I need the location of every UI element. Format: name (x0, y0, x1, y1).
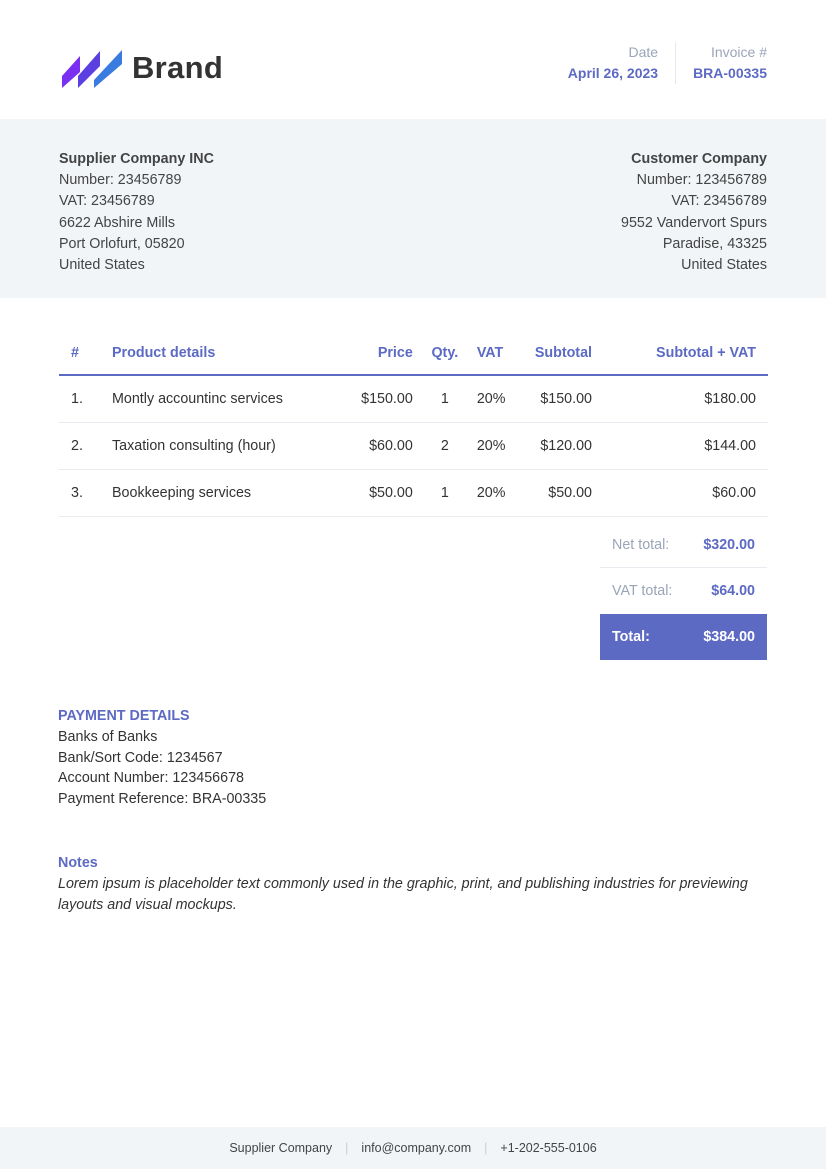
table-cell: Taxation consulting (hour) (100, 422, 330, 470)
parties-section: Supplier Company INC Number: 23456789 VA… (0, 119, 826, 298)
table-row: 2. Taxation consulting (hour) $60.00 2 20% $1… (59, 422, 768, 470)
vat-total-value: $64.00 (711, 583, 755, 599)
account-number: Account Number: 123456678 (58, 770, 244, 787)
supplier-info: Supplier Company INC Number: 23456789 VA… (59, 149, 214, 298)
table-cell: 1. (59, 375, 100, 423)
col-number: # (59, 332, 100, 376)
table-cell: $50.00 (522, 469, 604, 517)
payment-title: PAYMENT DETAILS (58, 708, 190, 724)
invoice-meta: Date April 26, 2023 Invoice # BRA-00335 (551, 42, 767, 84)
brand-logo: Brand (62, 48, 223, 88)
table-row: 1. Montly accountinc services $150.00 1 20% $… (59, 375, 768, 423)
sort-code: Bank/Sort Code: 1234567 (58, 749, 223, 766)
supplier-address: 6622 Abshire Mills (59, 214, 176, 231)
table-row: 3. Bookkeeping services $50.00 1 20% $50.00 $6… (59, 469, 768, 517)
col-product: Product details (100, 332, 330, 376)
customer-name: Customer Company (631, 151, 767, 167)
grand-total-value: $384.00 (703, 629, 755, 645)
supplier-vat: VAT: 23456789 (59, 193, 155, 210)
footer-phone[interactable]: +1-202-555-0106 (500, 1141, 597, 1155)
supplier-name: Supplier Company INC (59, 151, 214, 167)
customer-country: United States (681, 257, 767, 274)
table-cell: 3. (59, 469, 100, 517)
table-cell: Montly accountinc services (100, 375, 330, 423)
bank-name: Banks of Banks (58, 728, 158, 745)
customer-info: Customer Company Number: 123456789 VAT: … (621, 149, 767, 298)
date-label: Date (628, 44, 659, 60)
col-subtotal: Subtotal (522, 332, 604, 376)
customer-address: 9552 Vandervort Spurs (621, 214, 767, 231)
supplier-country: United States (59, 257, 145, 274)
footer-email[interactable]: info@company.com (361, 1141, 472, 1155)
invoice-header: Brand Date April 26, 2023 Invoice # BRA-00… (0, 0, 826, 119)
supplier-number: Number: 23456789 (59, 172, 182, 189)
table-cell: $150.00 (522, 375, 604, 423)
vat-total-label: VAT total: (612, 583, 673, 599)
table-cell: 1 (424, 469, 465, 517)
brand-name: Brand (132, 50, 224, 85)
customer-city: Paradise, 43325 (662, 235, 767, 252)
table-header-row: # Product details Price Qty. VAT Subtota… (59, 332, 768, 376)
table-cell: $60.00 (329, 422, 425, 470)
payment-reference: Payment Reference: BRA-00335 (58, 791, 267, 808)
payment-details: PAYMENT DETAILS Banks of Banks Bank/Sort… (58, 706, 266, 810)
supplier-city: Port Orlofurt, 05820 (59, 235, 185, 252)
customer-number: Number: 123456789 (636, 172, 767, 189)
table-cell: 20% (464, 375, 523, 423)
table-cell: $180.00 (604, 375, 768, 423)
net-total-label: Net total: (612, 536, 670, 553)
col-vat: VAT (464, 332, 523, 376)
brand-logo-icon (62, 50, 122, 88)
grand-total-label: Total: (612, 629, 650, 645)
table-cell: $144.00 (604, 422, 768, 470)
line-items-table: # Product details Price Qty. VAT Subtota… (59, 332, 768, 517)
footer: Supplier Company | info@company.com | +1-2… (0, 1127, 826, 1169)
table-cell: $60.00 (604, 469, 768, 517)
invoice-number-value: BRA-00335 (693, 65, 767, 81)
customer-vat: VAT: 23456789 (671, 193, 767, 210)
col-qty: Qty. (424, 332, 465, 376)
invoice-number-label: Invoice # (710, 44, 767, 60)
col-subtotal-vat: Subtotal + VAT (604, 332, 768, 376)
net-total-value: $320.00 (703, 536, 755, 553)
table-cell: 2 (424, 422, 465, 470)
table-cell: 20% (464, 422, 523, 470)
table-cell: 1 (424, 375, 465, 423)
table-cell: $120.00 (522, 422, 604, 470)
table-cell: 2. (59, 422, 100, 470)
table-cell: Bookkeeping services (100, 469, 330, 517)
notes-text: Lorem ipsum is placeholder text commonly… (58, 876, 748, 913)
notes-section: Notes Lorem ipsum is placeholder text co… (58, 853, 768, 916)
notes-title: Notes (58, 855, 98, 871)
date-value: April 26, 2023 (567, 65, 659, 81)
totals-box: Net total: $320.00 VAT total: $64.00 Total… (600, 522, 767, 660)
col-price: Price (329, 332, 425, 376)
table-cell: 20% (464, 469, 523, 517)
footer-company: Supplier Company (229, 1141, 333, 1155)
table-cell: $150.00 (329, 375, 425, 423)
table-cell: $50.00 (329, 469, 425, 517)
